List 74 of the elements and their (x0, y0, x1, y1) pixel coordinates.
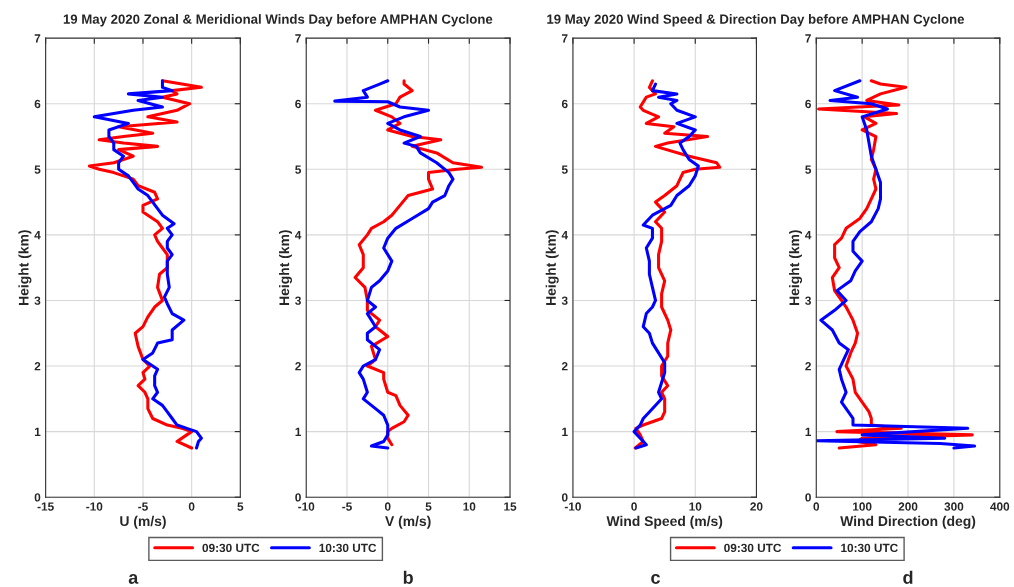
x-tick-label: -10 (86, 502, 103, 511)
x-tick-label: 15 (504, 502, 517, 511)
y-tick-label: 0 (561, 493, 568, 502)
y-tick-label: 4 (805, 231, 812, 240)
y-tick-label: 6 (561, 99, 568, 109)
x-tick-label: 200 (898, 502, 918, 511)
x-tick-label: -15 (37, 502, 54, 511)
x-tick-label: 0 (813, 502, 820, 511)
y-tick-label: 7 (805, 34, 811, 43)
text: d (903, 570, 913, 584)
y-tick-label: 5 (295, 165, 302, 174)
y-axis-title: Height (km) (279, 230, 293, 305)
y-tick-label: 3 (561, 296, 568, 305)
x-tick-label: -10 (298, 502, 315, 511)
x-tick-label: -5 (342, 502, 352, 511)
x-tick-label: -10 (564, 502, 581, 511)
y-tick-label: 5 (34, 165, 41, 174)
legend-label: 10:30 UTC (319, 543, 377, 553)
y-tick-label: 1 (805, 427, 812, 436)
y-tick-label: 7 (561, 34, 568, 43)
x-tick-label: 20 (750, 502, 763, 511)
y-axis-title: Height (km) (18, 230, 32, 305)
y-axis-title: Height (km) (545, 230, 559, 305)
x-tick-label: 0 (188, 502, 195, 511)
legend-label: 09:30 UTC (724, 543, 782, 553)
legend-label: 10:30 UTC (841, 543, 898, 553)
y-tick-label: 4 (561, 231, 568, 240)
x-tick-label: 5 (425, 502, 432, 511)
y-tick-label: 1 (34, 427, 41, 436)
text: b (403, 570, 413, 584)
line-series (632, 82, 700, 450)
y-tick-label: 7 (295, 34, 301, 43)
y-tick-label: 4 (294, 231, 302, 240)
y-tick-label: 3 (805, 296, 811, 305)
text: 19 May 2020 Zonal & Meridional Winds Day before AMPHAN Cyclone (63, 14, 493, 27)
x-axis-title: U (m/s) (120, 515, 166, 529)
y-tick-label: 4 (34, 231, 41, 240)
y-tick-label: 7 (34, 34, 41, 43)
text: c (651, 574, 660, 584)
x-tick-label: 0 (384, 502, 391, 511)
y-axis-title: Height (km) (789, 230, 803, 305)
y-tick-label: 5 (805, 165, 812, 174)
text: a (128, 574, 139, 584)
y-tick-label: 2 (805, 362, 811, 371)
y-tick-label: 0 (295, 493, 301, 502)
line-series (333, 79, 455, 450)
x-tick-label: 0 (631, 502, 637, 511)
y-tick-label: 0 (805, 493, 811, 502)
y-tick-label: 5 (561, 165, 568, 174)
x-tick-label: 400 (990, 502, 1010, 511)
y-tick-label: 3 (34, 296, 41, 305)
y-tick-label: 1 (562, 427, 568, 436)
x-axis-title: V (m/s) (385, 515, 431, 529)
x-tick-label: 10 (463, 502, 476, 511)
x-tick-label: 300 (944, 502, 964, 511)
line-series (633, 79, 722, 450)
x-axis-title: Wind Direction (deg) (840, 515, 976, 529)
y-tick-label: 2 (561, 362, 568, 371)
y-tick-label: 2 (295, 362, 301, 371)
y-tick-label: 2 (34, 362, 41, 371)
x-tick-label: 5 (237, 502, 244, 511)
y-tick-label: 1 (295, 427, 302, 436)
x-tick-label: -5 (138, 502, 148, 511)
y-tick-label: 3 (295, 296, 301, 305)
legend-label: 09:30 UTC (202, 543, 260, 553)
y-tick-label: 6 (805, 99, 811, 109)
x-tick-label: 10 (689, 502, 702, 511)
x-tick-label: 100 (853, 502, 872, 511)
x-axis-title: Wind Speed (m/s) (606, 515, 723, 529)
line-series (353, 79, 484, 447)
y-tick-label: 0 (34, 493, 41, 502)
chart-title: 19 May 2020 Wind Speed & Direction Day before AMPHAN Cyclone (547, 14, 965, 27)
y-tick-label: 6 (34, 99, 41, 109)
y-tick-label: 6 (295, 99, 301, 109)
